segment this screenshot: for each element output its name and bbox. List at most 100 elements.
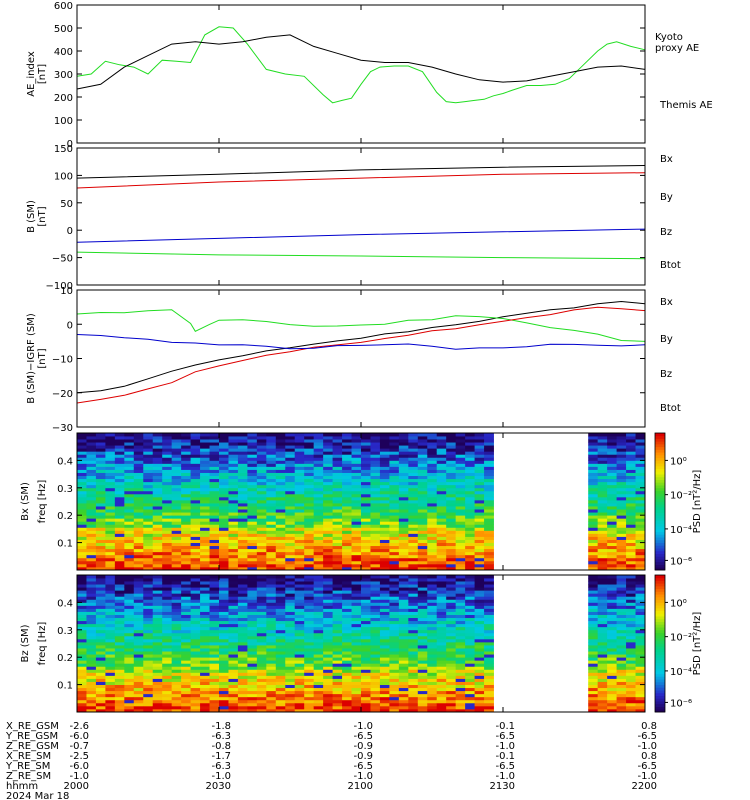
spectrogram-cell [455, 533, 466, 537]
spectrogram-cell [86, 626, 97, 631]
spectrogram-cell [408, 666, 419, 670]
spectrogram-cell [332, 527, 343, 531]
spectrogram-cell [313, 623, 324, 628]
spectrogram-cell [275, 445, 286, 449]
spectrogram-cell [275, 484, 286, 489]
spectrogram-cell [219, 524, 229, 528]
spectrogram-cell [190, 614, 201, 619]
spectrogram-cell [237, 439, 248, 443]
spectrogram-cell [474, 481, 485, 486]
spectrogram-cell [256, 611, 267, 615]
spectrogram-cell [313, 593, 324, 597]
spectrogram-cell [162, 530, 173, 534]
spectrogram-cell [247, 675, 258, 679]
spectrogram-cell [124, 563, 135, 568]
spectrogram-cell [133, 566, 144, 571]
spectrogram-cell [152, 699, 163, 704]
spectrogram-cell [266, 632, 277, 637]
spectrogram-cell [124, 596, 135, 600]
spectrogram-cell [294, 521, 305, 525]
spectrogram-cell [256, 490, 267, 495]
spectrogram-cell [474, 641, 485, 646]
spectrogram-cell [171, 669, 182, 673]
spectrogram-cell [427, 448, 438, 452]
spectrogram-cell [313, 548, 324, 553]
spectrogram-cell [304, 433, 315, 437]
spectrogram-cell [256, 560, 267, 565]
spectrogram-cell [162, 687, 173, 692]
spectrogram-cell [370, 503, 381, 507]
spectrogram-cell [398, 620, 409, 625]
spectrogram-cell [588, 578, 599, 582]
spectrogram-cell [114, 466, 125, 470]
spectrogram-cell [436, 445, 447, 449]
spectrogram-cell [266, 657, 277, 661]
spectrogram-cell [484, 433, 494, 437]
spectrogram-cell [114, 521, 125, 525]
spectrogram-cell [133, 645, 144, 649]
spectrogram-cell [114, 617, 125, 622]
spectrogram-cell [256, 469, 267, 473]
spectrogram-cell [256, 478, 267, 483]
spectrogram-cell [465, 454, 475, 458]
spectrogram-cell [219, 445, 229, 449]
spectrogram-cell [105, 509, 116, 513]
spectrogram-cell [275, 593, 286, 597]
spectrogram-cell [342, 626, 352, 631]
spectrogram-cell [446, 460, 457, 464]
spectrogram-cell [171, 539, 182, 543]
spectrogram-cell [635, 539, 646, 543]
spectrogram-cell [607, 693, 617, 698]
spectrogram-cell [607, 681, 617, 685]
spectrogram-cell [588, 472, 599, 477]
spectrogram-cell [417, 663, 428, 667]
spectrogram-cell [455, 584, 466, 588]
spectrogram-cell [370, 666, 381, 670]
spectrogram-cell [332, 693, 343, 698]
spectrogram-cell [474, 551, 485, 556]
spectrogram-cell [626, 493, 636, 498]
spectrogram-cell [389, 626, 400, 631]
spectrogram-cell [626, 614, 636, 619]
spectrogram-cell [304, 512, 315, 516]
spectrogram-cell [105, 448, 116, 452]
spectrogram-cell [351, 496, 362, 501]
spectrogram-cell [323, 499, 333, 504]
spectrogram-cell [190, 448, 201, 452]
spectrogram-cell [209, 708, 220, 713]
spectrogram-cell [635, 699, 646, 704]
spectrogram-cell [200, 536, 210, 540]
colorbar-segment [655, 496, 665, 500]
spectrogram-cell [209, 490, 220, 495]
spectrogram-cell [588, 648, 599, 652]
spectrogram-cell [597, 669, 608, 673]
spectrogram-cell [228, 475, 239, 480]
spectrogram-cell [95, 566, 106, 571]
spectrogram-cell [219, 557, 229, 562]
spectrogram-cell [323, 614, 333, 619]
colorbar-segment [655, 703, 665, 707]
spectrogram-cell [190, 463, 201, 467]
spectrogram-cell [351, 660, 362, 664]
spectrogram-cell [152, 578, 163, 582]
spectrogram-cell [143, 542, 154, 547]
spectrogram-cell [323, 457, 333, 461]
spectrogram-cell [484, 669, 494, 673]
spectrogram-cell [313, 590, 324, 594]
spectrogram-cell [294, 596, 305, 600]
spectrogram-cell [455, 675, 466, 679]
spectrogram-cell [228, 623, 239, 628]
spectrogram-cell [133, 617, 144, 622]
spectrogram-cell [190, 487, 201, 492]
spectrogram-cell [181, 457, 191, 461]
spectrogram-cell [626, 660, 636, 664]
spectrogram-cell [219, 702, 229, 707]
spectrogram-cell [190, 632, 201, 637]
spectrogram-cell [237, 608, 248, 612]
spectrogram-cell [209, 445, 220, 449]
spectrogram-cell [304, 560, 315, 565]
spectrogram-cell [361, 439, 371, 443]
spectrogram-cell [181, 614, 191, 619]
spectrogram-cell [408, 512, 419, 516]
spectrogram-cell [417, 539, 428, 543]
